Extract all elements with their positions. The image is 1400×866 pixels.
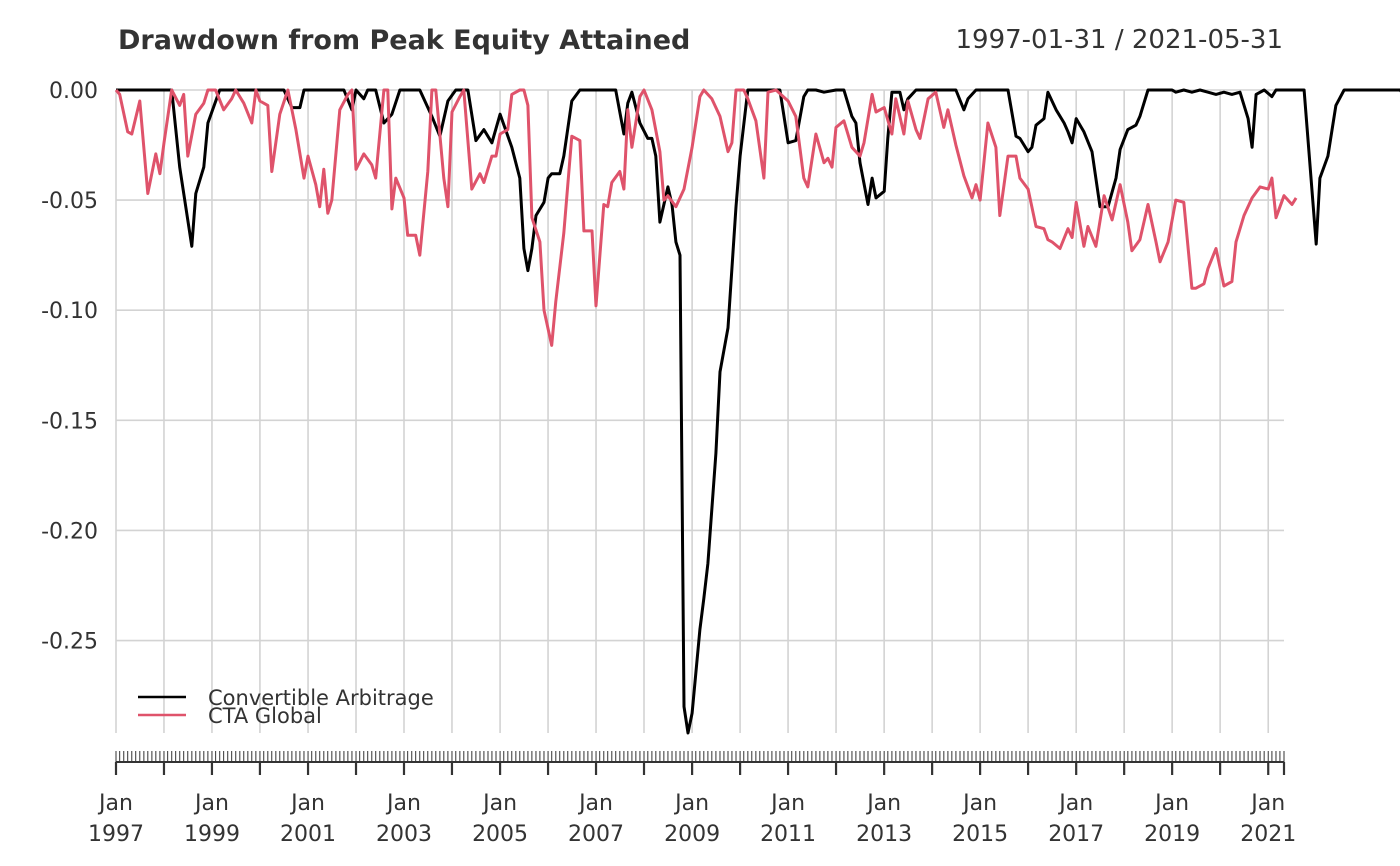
series-line	[114, 88, 1298, 347]
x-tick-label-month: Jan	[673, 791, 709, 816]
y-tick-label: -0.05	[41, 189, 98, 214]
y-tick-label: -0.10	[41, 299, 98, 324]
legend-label: Convertible Arbitrage	[208, 686, 434, 710]
x-tick-label-month: Jan	[1249, 791, 1285, 816]
legend-label: CTA Global	[208, 704, 322, 728]
x-tick-label-month: Jan	[769, 791, 805, 816]
date-range-label: 1997-01-31 / 2021-05-31	[956, 25, 1284, 55]
x-tick-label-month: Jan	[193, 791, 229, 816]
y-axis: 0.00 -0.05 -0.10 -0.15 -0.20 -0.25	[41, 79, 98, 655]
x-tick-label-year: 2011	[760, 822, 816, 847]
chart-title: Drawdown from Peak Equity Attained	[118, 25, 690, 56]
y-tick-label: -0.20	[41, 519, 98, 544]
x-tick-label-year: 2015	[952, 822, 1008, 847]
x-tick-label-year: 2001	[280, 822, 336, 847]
x-tick-label-year: 2021	[1240, 822, 1296, 847]
x-tick-label-month: Jan	[577, 791, 613, 816]
x-tick-label-year: 2003	[376, 822, 432, 847]
x-tick-label-year: 2007	[568, 822, 624, 847]
x-tick-label-year: 1999	[184, 822, 240, 847]
y-tick-label: 0.00	[49, 79, 98, 104]
y-tick-label: -0.25	[41, 630, 98, 655]
x-tick-label-month: Jan	[385, 791, 421, 816]
x-tick-label-year: 2013	[856, 822, 912, 847]
x-tick-label-month: Jan	[1153, 791, 1189, 816]
series-group	[114, 88, 1400, 735]
series-line	[116, 88, 1400, 735]
x-tick-label-month: Jan	[97, 791, 133, 816]
x-tick-label-month: Jan	[481, 791, 517, 816]
x-tick-label-month: Jan	[289, 791, 325, 816]
x-tick-label-year: 2005	[472, 822, 528, 847]
x-tick-label-year: 2019	[1144, 822, 1200, 847]
x-tick-label-month: Jan	[1057, 791, 1093, 816]
y-tick-label: -0.15	[41, 409, 98, 434]
grid	[115, 89, 1284, 733]
x-tick-label-year: 2017	[1048, 822, 1104, 847]
x-tick-label-month: Jan	[865, 791, 901, 816]
x-tick-label-month: Jan	[961, 791, 997, 816]
x-axis: Jan 1997 Jan 1999 Jan 2001 Jan 2003 Jan 2005 Jan 20…	[88, 751, 1296, 847]
x-tick-label-year: 1997	[88, 822, 144, 847]
x-tick-label-year: 2009	[664, 822, 720, 847]
